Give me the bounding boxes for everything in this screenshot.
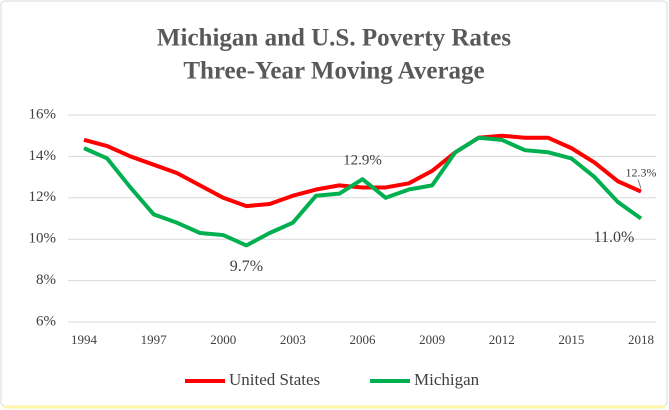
x-tick-label: 1994 (71, 332, 98, 347)
x-tick-label: 2012 (489, 332, 515, 347)
series-line (83, 133, 642, 209)
legend-label: United States (229, 370, 320, 389)
x-tick-label: 1997 (141, 332, 168, 347)
label-leader (637, 179, 642, 189)
data-label: 12.3% (626, 165, 657, 179)
y-tick-label: 8% (36, 272, 56, 288)
x-tick-label: 2000 (210, 332, 236, 347)
chart-subtitle: Three-Year Moving Average (183, 58, 484, 85)
x-tick-label: 2009 (419, 332, 445, 347)
y-tick-label: 12% (29, 189, 57, 205)
y-tick-label: 6% (36, 313, 56, 329)
data-label: 9.7% (230, 258, 263, 275)
x-tick-label: 2006 (350, 332, 377, 347)
x-tick-label: 2015 (558, 332, 584, 347)
series-line (83, 135, 643, 248)
legend-label: Michigan (414, 370, 480, 389)
data-label: 11.0% (594, 229, 635, 246)
x-tick-label: 2018 (628, 332, 654, 347)
data-label: 12.9% (343, 153, 382, 169)
x-tick-label: 2003 (280, 332, 306, 347)
y-tick-label: 16% (29, 106, 57, 122)
y-tick-label: 14% (29, 148, 57, 164)
y-tick-label: 10% (29, 231, 57, 247)
chart-title: Michigan and U.S. Poverty Rates (157, 25, 511, 52)
